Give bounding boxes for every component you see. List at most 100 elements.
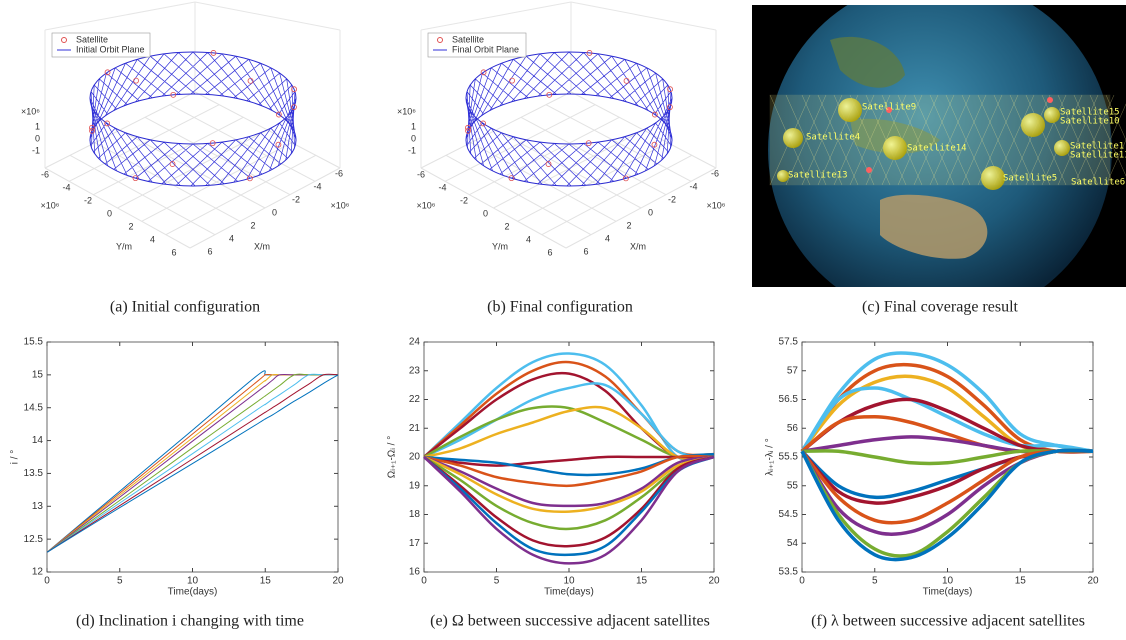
x-tick-label: -2 xyxy=(292,194,300,204)
x-tick-label: 0 xyxy=(44,576,50,587)
x-tick-label: 4 xyxy=(605,233,610,243)
y-tick-label: 13.5 xyxy=(24,468,44,479)
y-tick-label: 54 xyxy=(787,538,799,549)
y-tick-label: 0 xyxy=(107,208,112,218)
legend-label: Final Orbit Plane xyxy=(452,44,519,54)
satellite-label: Satellite13 xyxy=(788,171,848,181)
wall-edge xyxy=(45,2,195,30)
caption: (b) Final configuration xyxy=(487,299,633,316)
wall-edge xyxy=(195,2,340,30)
x-tick-label: 0 xyxy=(272,207,277,217)
y-tick-label: 55.5 xyxy=(779,452,799,463)
x-tick-label: 5 xyxy=(117,576,123,587)
caption: (c) Final coverage result xyxy=(862,299,1018,316)
plot-area xyxy=(47,342,338,572)
y-tick-label: 2 xyxy=(504,221,509,231)
y-tick-label: 57.5 xyxy=(779,337,799,348)
y-axis-label: λᵢ₊₁-λᵢ / ° xyxy=(765,438,776,475)
y-tick-label: 6 xyxy=(171,247,176,257)
y-axis-label: Y/m xyxy=(492,241,508,251)
y-tick-label: 13 xyxy=(32,501,44,512)
y-tick-label: 21 xyxy=(409,423,421,434)
legend-label: Satellite xyxy=(76,34,108,44)
x-tick-label: 15 xyxy=(1015,576,1027,587)
x-tick-label: -2 xyxy=(668,194,676,204)
x-tick-label: 0 xyxy=(799,576,805,587)
x-tick-label: 0 xyxy=(421,576,427,587)
x-tick-label: 20 xyxy=(332,576,344,587)
caption: (a) Initial configuration xyxy=(110,299,260,316)
x-tick-label: 20 xyxy=(1087,576,1099,587)
coverage-satellite xyxy=(883,136,907,160)
y-tick-label: -2 xyxy=(460,195,468,205)
caption: (f) λ between successive adjacent satell… xyxy=(811,613,1085,630)
ring-edge xyxy=(90,94,296,186)
z-tick-label: 1 xyxy=(35,121,40,131)
z-tick-label: -1 xyxy=(408,145,416,155)
axis-exponent: ×10⁶ xyxy=(21,106,40,116)
legend-label: Satellite xyxy=(452,34,484,44)
x-tick-label: 0 xyxy=(648,207,653,217)
y-tick-label: 56 xyxy=(787,423,799,434)
satellite-marker xyxy=(134,78,139,83)
z-tick-label: 0 xyxy=(411,133,416,143)
caption: (d) Inclination i changing with time xyxy=(76,613,304,630)
y-tick-label: -2 xyxy=(84,195,92,205)
coverage-satellite xyxy=(838,98,862,122)
x-axis-label: X/m xyxy=(630,241,646,251)
x-tick-label: 2 xyxy=(250,220,255,230)
x-tick-label: 10 xyxy=(563,576,575,587)
x-axis-label: Time(days) xyxy=(544,587,594,598)
z-tick-label: 0 xyxy=(35,133,40,143)
x-tick-label: -4 xyxy=(689,181,697,191)
y-tick-label: 4 xyxy=(150,234,155,244)
figure-page: SatelliteInitial Orbit Plane10-1×10⁶-6-4… xyxy=(0,0,1126,640)
satellite-label: Satellite5 xyxy=(1003,174,1057,184)
y-axis-label: Y/m xyxy=(116,241,132,251)
x-tick-label: 2 xyxy=(626,220,631,230)
y-tick-label: 54.5 xyxy=(779,509,799,520)
coverage-satellite xyxy=(783,128,803,148)
y-tick-label: 17 xyxy=(409,538,421,549)
ground-station xyxy=(866,167,872,173)
satellite-label: Satellite6 xyxy=(1071,178,1125,188)
orbit-lattice xyxy=(466,52,672,186)
x-tick-label: 15 xyxy=(260,576,272,587)
y-tick-label: 16 xyxy=(409,567,421,578)
coverage-satellite xyxy=(1021,113,1045,137)
y-tick-label: 23 xyxy=(409,365,421,376)
x-tick-label: -4 xyxy=(313,181,321,191)
satellite-label: Satellite11 xyxy=(1070,151,1126,161)
x-tick-label: 6 xyxy=(207,246,212,256)
wall-edge xyxy=(421,2,571,30)
axis-exponent: ×10⁶ xyxy=(331,200,350,210)
satellite-label: Satellite4 xyxy=(806,133,860,143)
y-tick-label: 14 xyxy=(32,435,44,446)
ring-edge xyxy=(466,94,672,186)
y-axis-label: i / ° xyxy=(10,450,21,465)
y-tick-label: 24 xyxy=(409,337,421,348)
y-tick-label: 6 xyxy=(547,247,552,257)
axis-exponent: ×10⁶ xyxy=(417,200,436,210)
satellite-marker xyxy=(510,78,515,83)
y-tick-label: -4 xyxy=(438,182,446,192)
y-tick-label: 20 xyxy=(409,452,421,463)
ground-station xyxy=(1047,97,1053,103)
z-tick-label: 1 xyxy=(411,121,416,131)
x-tick-label: 6 xyxy=(583,246,588,256)
y-tick-label: 14.5 xyxy=(24,402,44,413)
x-axis-label: Time(days) xyxy=(168,587,218,598)
y-tick-label: 22 xyxy=(409,394,421,405)
y-tick-label: 55 xyxy=(787,480,799,491)
y-tick-label: 15.5 xyxy=(24,337,44,348)
coverage-satellite xyxy=(981,166,1005,190)
y-axis-label: Ωᵢ₊₁-Ωᵢ / ° xyxy=(387,436,398,478)
x-tick-label: 20 xyxy=(708,576,720,587)
y-tick-label: 19 xyxy=(409,480,421,491)
y-tick-label: 4 xyxy=(526,234,531,244)
x-tick-label: 10 xyxy=(942,576,954,587)
x-axis-label: Time(days) xyxy=(923,587,973,598)
orbit-lattice xyxy=(90,52,296,186)
